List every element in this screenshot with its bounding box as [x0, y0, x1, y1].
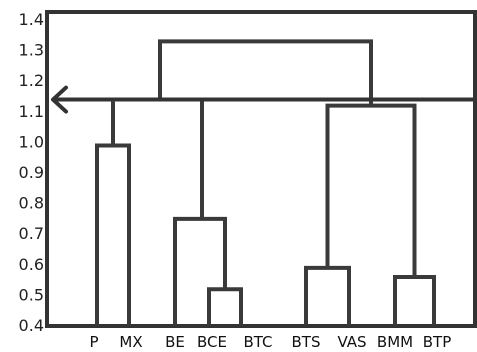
- dendrogram-branches: [95, 39, 436, 326]
- cut-line-arrow-icon: [51, 85, 68, 114]
- branch-right-group: [325, 103, 417, 278]
- leaf-label-btp: BTP: [423, 333, 452, 351]
- leaf-label-bce: BCE: [197, 333, 227, 351]
- y-tick-label: 0.6: [19, 255, 44, 274]
- y-tick-label: 0.5: [19, 285, 44, 304]
- branch-bmm-btp: [393, 275, 436, 326]
- y-tick-label: 1.1: [19, 102, 44, 121]
- branch-top-merge: [158, 39, 373, 106]
- y-tick-label: 0.9: [19, 163, 44, 182]
- leaf-label-btc: BTC: [243, 333, 272, 351]
- branch-bts-vas: [304, 265, 351, 326]
- leaf-labels: P MX BE BCE BTC BTS VAS BMM BTP: [89, 333, 451, 351]
- y-tick-label: 1.0: [19, 132, 44, 151]
- branch-bce-btc: [207, 287, 243, 326]
- y-tick-label: 0.7: [19, 224, 44, 243]
- y-tick-label: 1.2: [19, 71, 44, 90]
- leaf-label-mx: MX: [119, 333, 142, 351]
- leaf-label-vas: VAS: [337, 333, 366, 351]
- leaf-label-bts: BTS: [292, 333, 321, 351]
- leaf-label-bmm: BMM: [377, 333, 413, 351]
- branch-be-group: [173, 216, 227, 326]
- leaf-label-be: BE: [165, 333, 185, 351]
- leaf-label-p: P: [89, 333, 98, 351]
- plot-frame: [45, 10, 477, 328]
- y-tick-label: 1.4: [19, 10, 44, 29]
- branch-p-mx: [95, 143, 131, 326]
- y-tick-label: 0.8: [19, 194, 44, 213]
- y-tick-label: 1.3: [19, 41, 44, 60]
- y-tick-label: 0.4: [19, 316, 44, 335]
- y-axis-ticks: 1.4 1.3 1.2 1.1 1.0 0.9 0.8 0.7 0.6 0.5 0.4: [19, 10, 44, 335]
